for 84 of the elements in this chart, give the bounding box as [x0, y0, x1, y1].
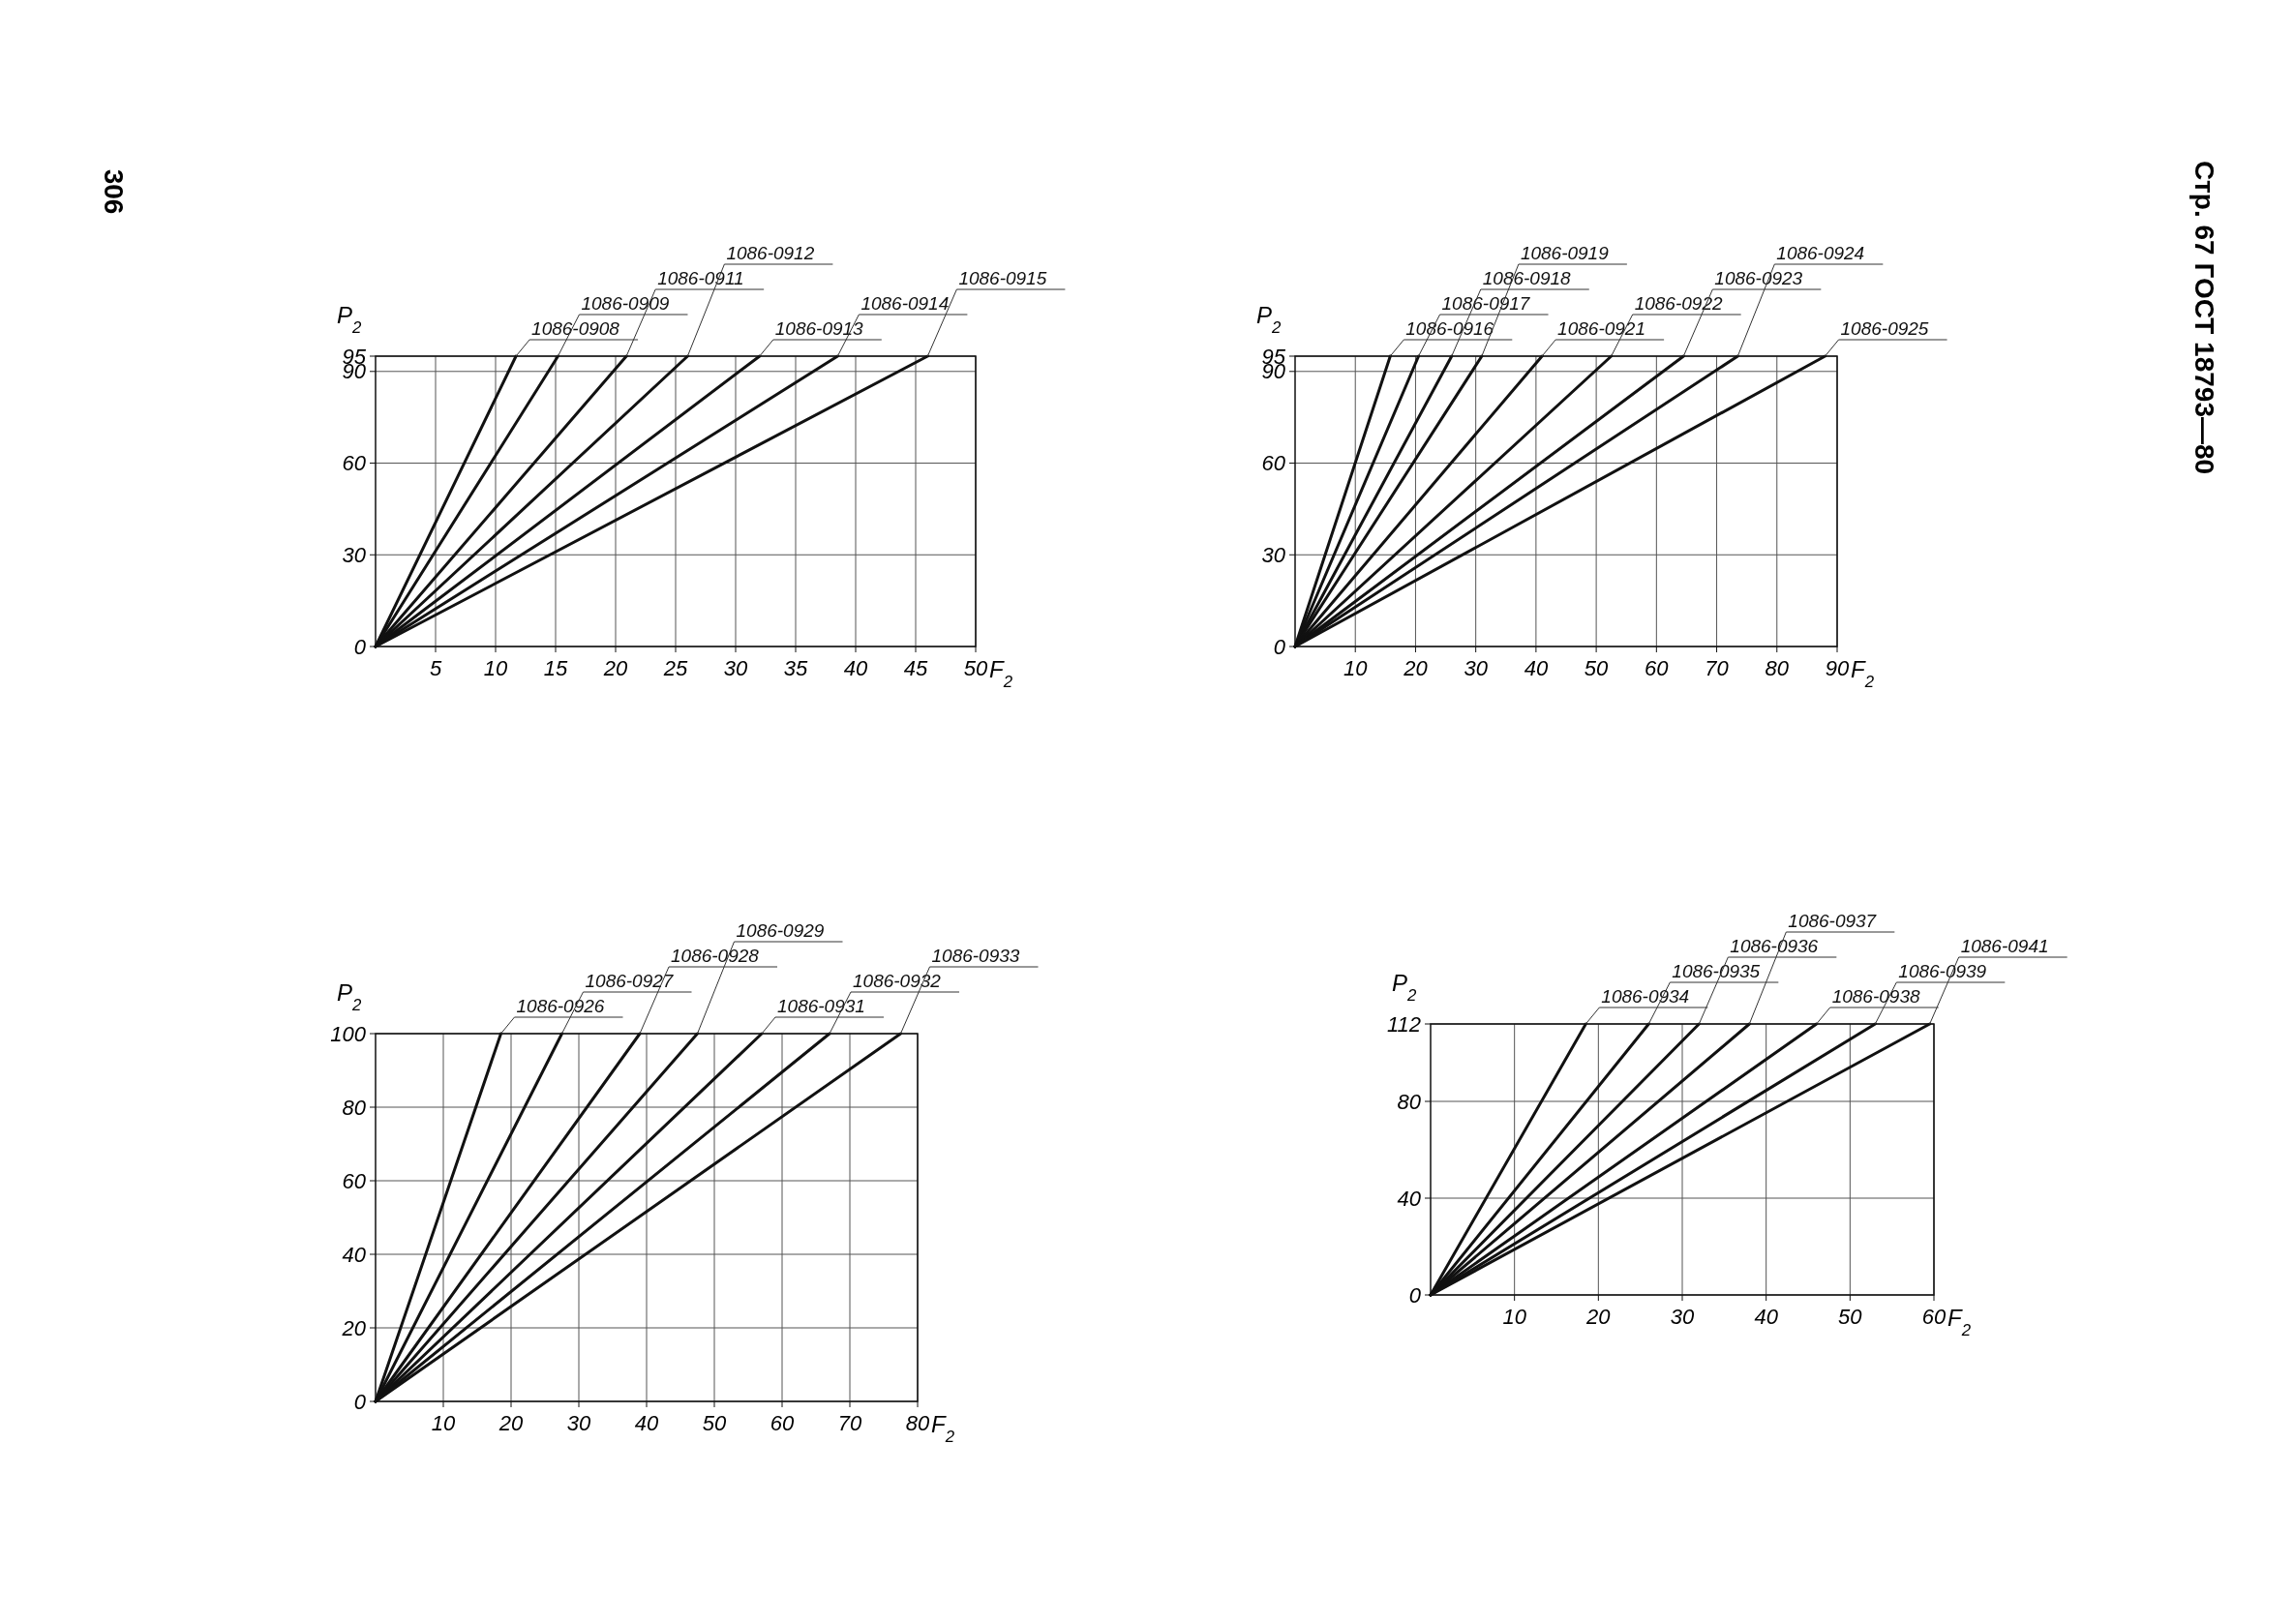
x-tick-label: 10 — [431, 1411, 456, 1435]
x-tick-label: 20 — [602, 656, 628, 680]
y-tick-label: 60 — [342, 451, 367, 476]
series-label: 1086-0925 — [1840, 318, 1929, 339]
y-tick-label: 0 — [1408, 1282, 1422, 1308]
x-tick-label: 30 — [723, 656, 748, 680]
x-tick-label: 30 — [566, 1411, 591, 1435]
x-tick-label: 60 — [1645, 656, 1670, 680]
x-tick-label: 60 — [770, 1411, 795, 1435]
y-tick-label: 0 — [1273, 634, 1286, 659]
text: 1086-0932 — [853, 971, 942, 991]
series-label: 1086-0938 — [1831, 986, 1920, 1007]
x-tick-label: 40 — [634, 1411, 659, 1435]
text: 1086-0923 — [1714, 268, 1803, 288]
x-tick-label: 70 — [1705, 656, 1730, 680]
series-label: 1086-0934 — [1601, 986, 1690, 1007]
y-tick-label: 0 — [353, 634, 367, 659]
x-tick-label: 80 — [1765, 656, 1790, 680]
x-tick-label: 20 — [498, 1411, 524, 1435]
x-tick-label: 70 — [837, 1411, 862, 1435]
x-tick-label: 40 — [1754, 1305, 1779, 1329]
x-tick-label: 50 — [702, 1411, 727, 1435]
series-label: 1086-0926 — [516, 996, 605, 1016]
text: 1086-0927 — [585, 971, 675, 991]
x-tick-label: 40 — [1524, 656, 1549, 680]
x-tick-label: 30 — [1670, 1305, 1695, 1329]
y-tick-label: 60 — [342, 1168, 367, 1193]
y-axis-title: P$_{2}$ — [1392, 970, 1418, 1005]
text: 1086-0919 — [1520, 243, 1610, 263]
y-tick-label: 60 — [1261, 451, 1286, 476]
text: 1086-0941 — [1960, 936, 2049, 956]
x-tick-label: 60 — [1921, 1305, 1947, 1329]
text: 1086-0929 — [736, 920, 825, 941]
text: 1086-0918 — [1482, 268, 1572, 288]
x-tick-label: 50 — [1584, 656, 1610, 680]
x-tick-label: 15 — [543, 656, 568, 680]
x-tick-label: 35 — [783, 656, 808, 680]
text: 1086-0935 — [1672, 961, 1761, 981]
x-tick-label: 50 — [963, 656, 988, 680]
y-tick-label: 30 — [1261, 542, 1286, 567]
y-tick-label: 112 — [1386, 1011, 1421, 1037]
y-tick-label: 0 — [353, 1389, 367, 1414]
y-tick-label: 40 — [342, 1242, 367, 1267]
x-tick-label: 10 — [1502, 1305, 1527, 1329]
x-tick-label: 20 — [1585, 1305, 1612, 1329]
x-axis-title: F$_{2}$ — [1851, 656, 1875, 691]
text: 1086-0928 — [671, 946, 760, 966]
text: 1086-0936 — [1730, 936, 1819, 956]
x-axis-title: F$_{2}$ — [989, 656, 1013, 691]
x-tick-label: 10 — [483, 656, 508, 680]
text: 1086-0937 — [1788, 911, 1878, 931]
text: Стр. 67 ГОСТ 18793—80 — [2189, 160, 2219, 475]
text: 1086-0911 — [657, 268, 744, 288]
y-tick-label: 80 — [1397, 1089, 1422, 1114]
x-tick-label: 25 — [662, 656, 688, 680]
x-tick-label: 5 — [429, 656, 442, 680]
y-tick-label: 100 — [330, 1021, 367, 1046]
text: 1086-0915 — [958, 268, 1047, 288]
text: 1086-0909 — [581, 293, 670, 314]
x-tick-label: 30 — [1464, 656, 1489, 680]
y-axis-title: P$_{2}$ — [337, 979, 363, 1014]
y-tick-label: 80 — [342, 1095, 367, 1120]
series-label: 1086-0908 — [531, 318, 620, 339]
x-tick-label: 50 — [1838, 1305, 1863, 1329]
x-tick-label: 45 — [903, 656, 928, 680]
series-label: 1086-0931 — [777, 996, 865, 1016]
series-label: 1086-0913 — [774, 318, 864, 339]
text: 306 — [99, 168, 129, 215]
text: 1086-0912 — [726, 243, 815, 263]
y-axis-title: P$_{2}$ — [1256, 302, 1283, 337]
x-tick-label: 90 — [1825, 656, 1850, 680]
text: 1086-0922 — [1634, 293, 1723, 314]
text: 1086-0924 — [1776, 243, 1865, 263]
x-axis-title: F$_{2}$ — [1947, 1305, 1972, 1339]
text: 1086-0939 — [1898, 961, 1987, 981]
x-tick-label: 10 — [1343, 656, 1369, 680]
text: 1086-0914 — [860, 293, 950, 314]
x-tick-label: 40 — [843, 656, 868, 680]
text: 1086-0933 — [931, 946, 1020, 966]
y-tick-label: 30 — [342, 542, 367, 567]
y-axis-title: P$_{2}$ — [337, 302, 363, 337]
y-tick-label: 40 — [1397, 1186, 1422, 1211]
x-axis-title: F$_{2}$ — [931, 1411, 955, 1446]
x-tick-label: 80 — [905, 1411, 930, 1435]
